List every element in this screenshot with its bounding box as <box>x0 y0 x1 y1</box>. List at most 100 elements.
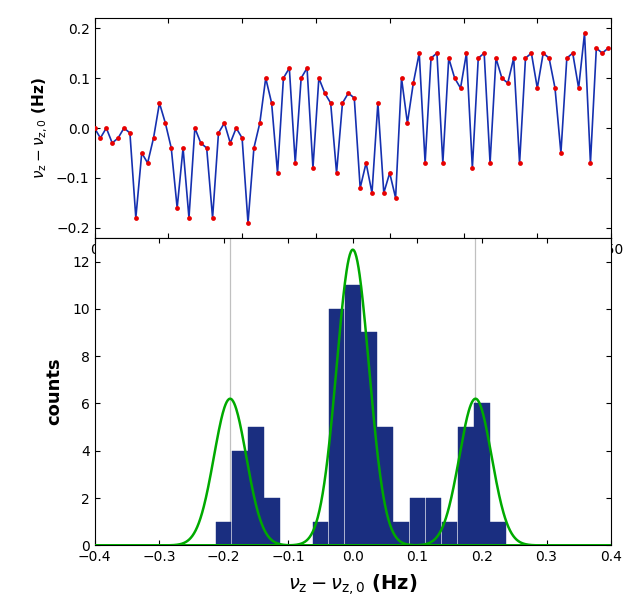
Point <box>385 168 395 178</box>
Point <box>261 73 271 83</box>
Point <box>249 143 259 153</box>
Point <box>190 123 200 133</box>
Point <box>290 158 301 168</box>
Point <box>119 123 129 133</box>
Point <box>526 48 536 58</box>
Point <box>237 133 247 143</box>
Point <box>202 143 212 153</box>
Point <box>219 118 229 128</box>
Point <box>508 53 518 63</box>
Y-axis label: $\nu_\mathrm{z} - \nu_\mathrm{z,0}$ (Hz): $\nu_\mathrm{z} - \nu_\mathrm{z,0}$ (Hz) <box>31 77 50 179</box>
Point <box>314 73 324 83</box>
Point <box>432 48 442 58</box>
Bar <box>361 333 377 545</box>
Point <box>302 63 312 73</box>
Point <box>255 118 265 128</box>
Point <box>497 73 507 83</box>
Point <box>125 128 135 138</box>
Point <box>149 133 159 143</box>
Point <box>391 193 401 203</box>
Point <box>592 43 602 53</box>
Y-axis label: counts: counts <box>46 358 64 425</box>
Point <box>438 158 448 168</box>
Bar <box>490 522 506 545</box>
Point <box>479 48 490 58</box>
Point <box>503 78 513 88</box>
Point <box>101 123 112 133</box>
Point <box>491 53 501 63</box>
Point <box>408 78 418 88</box>
Point <box>184 213 194 223</box>
Point <box>373 98 383 108</box>
Bar <box>329 309 345 545</box>
Point <box>461 48 471 58</box>
Point <box>95 133 105 143</box>
Point <box>538 48 548 58</box>
Point <box>113 133 123 143</box>
Point <box>231 123 241 133</box>
Point <box>142 158 152 168</box>
Point <box>580 28 590 38</box>
X-axis label: time (min): time (min) <box>287 276 418 296</box>
Point <box>154 98 164 108</box>
Point <box>296 73 306 83</box>
Point <box>172 203 182 213</box>
Point <box>544 53 554 63</box>
Point <box>473 53 483 63</box>
Point <box>338 98 348 108</box>
Point <box>467 163 478 173</box>
Point <box>355 183 365 193</box>
Bar <box>393 522 409 545</box>
Point <box>278 73 289 83</box>
Point <box>243 218 253 228</box>
Bar <box>312 522 328 545</box>
Bar <box>345 285 360 545</box>
Point <box>131 213 141 223</box>
Point <box>426 53 436 63</box>
Point <box>367 188 377 198</box>
Point <box>326 98 336 108</box>
Bar <box>458 427 474 545</box>
Point <box>308 163 318 173</box>
Point <box>585 158 595 168</box>
Point <box>349 93 359 103</box>
Point <box>331 168 341 178</box>
Point <box>420 158 430 168</box>
Point <box>214 128 224 138</box>
Point <box>343 88 353 98</box>
Point <box>550 83 560 93</box>
Point <box>178 143 188 153</box>
Point <box>520 53 530 63</box>
Point <box>319 88 329 98</box>
Point <box>89 123 100 133</box>
Bar <box>426 498 442 545</box>
Point <box>137 148 147 158</box>
X-axis label: $\nu_\mathrm{z}-\nu_\mathrm{z,0}$ (Hz): $\nu_\mathrm{z}-\nu_\mathrm{z,0}$ (Hz) <box>288 573 418 598</box>
Point <box>603 43 613 53</box>
Point <box>166 143 176 153</box>
Point <box>455 83 466 93</box>
Point <box>273 168 283 178</box>
Bar <box>377 427 393 545</box>
Point <box>196 138 206 148</box>
Bar <box>474 404 490 545</box>
Point <box>160 118 170 128</box>
Point <box>396 73 406 83</box>
Point <box>573 83 583 93</box>
Point <box>107 138 117 148</box>
Point <box>515 158 525 168</box>
Point <box>284 63 294 73</box>
Point <box>556 148 566 158</box>
Point <box>403 118 413 128</box>
Point <box>226 138 236 148</box>
Point <box>414 48 424 58</box>
Point <box>361 158 371 168</box>
Point <box>207 213 217 223</box>
Bar <box>410 498 425 545</box>
Point <box>568 48 578 58</box>
Point <box>444 53 454 63</box>
Bar <box>442 522 457 545</box>
Bar <box>248 427 264 545</box>
Bar <box>216 522 231 545</box>
Point <box>450 73 460 83</box>
